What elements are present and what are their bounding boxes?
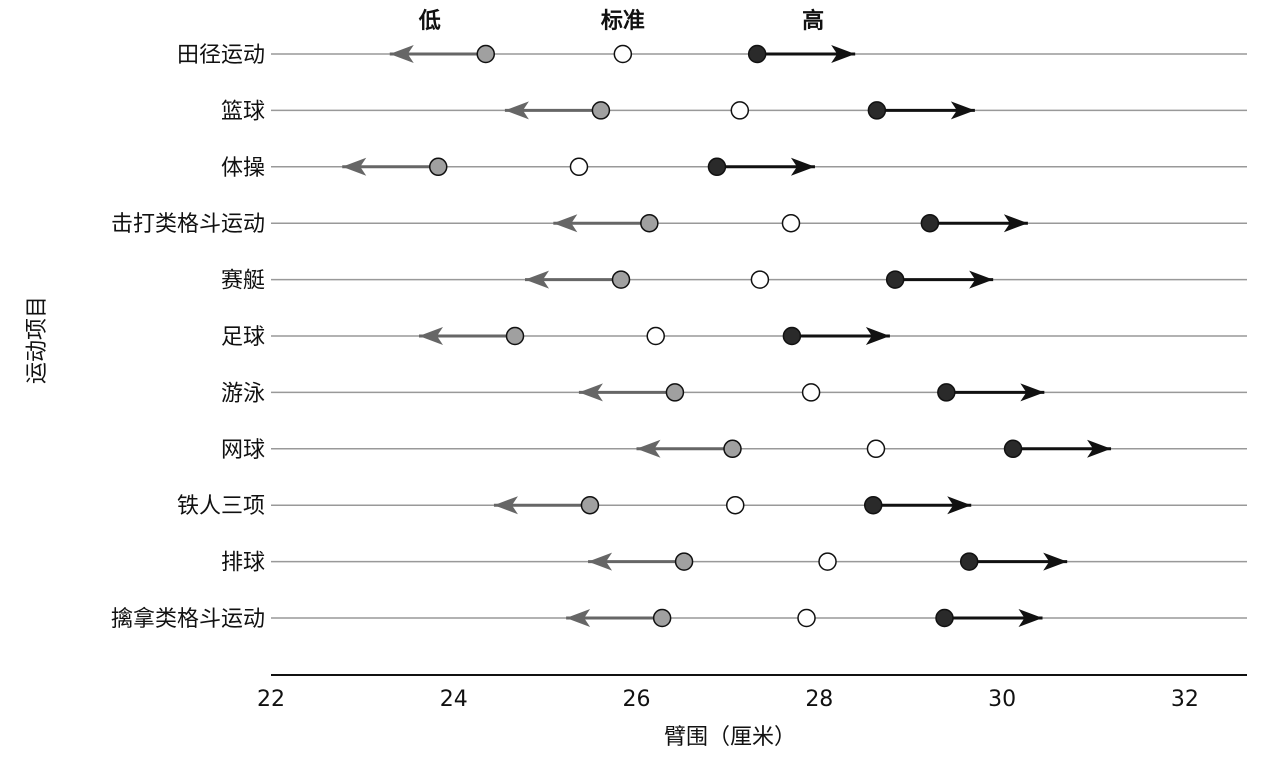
arrow-head — [419, 327, 443, 345]
dot — [747, 44, 767, 64]
category-label: 游泳 — [221, 381, 265, 406]
y-axis-label: 运动项目 — [25, 296, 50, 384]
legend-label: 高 — [802, 8, 824, 34]
arrow-head — [342, 157, 367, 176]
dot — [640, 213, 659, 233]
dot — [818, 552, 837, 571]
dot — [580, 495, 600, 515]
legend-label: 标准 — [601, 8, 645, 34]
dot — [781, 213, 801, 233]
arrow-head — [566, 609, 591, 627]
dot — [782, 326, 802, 346]
dot — [723, 439, 742, 459]
x-tick-label: 28 — [805, 687, 833, 712]
arrow-head — [1043, 552, 1068, 571]
dot — [646, 326, 665, 346]
x-tick-label: 30 — [988, 687, 1016, 712]
dot — [885, 270, 905, 289]
arrow-head — [493, 496, 518, 515]
category-label: 足球 — [221, 325, 265, 350]
category-label: 铁人三项 — [177, 494, 265, 519]
dot — [591, 101, 611, 120]
dot — [652, 608, 672, 628]
dot — [428, 157, 448, 177]
category-label: 篮球 — [221, 99, 265, 124]
arrow-head — [865, 327, 890, 345]
dot — [1003, 439, 1023, 459]
dot — [674, 552, 694, 571]
dot — [707, 157, 727, 177]
x-tick-label: 22 — [257, 687, 285, 712]
category-label: 赛艇 — [221, 269, 265, 294]
arrow-head — [578, 383, 603, 402]
arrow-head — [790, 157, 815, 176]
x-tick-label: 26 — [623, 687, 651, 712]
arrow-head — [504, 101, 529, 120]
arrow-head — [947, 496, 972, 515]
arrow-head — [636, 439, 661, 458]
dot — [797, 608, 816, 628]
category-label: 排球 — [221, 551, 265, 576]
category-label: 网球 — [221, 438, 265, 463]
arrow-head — [950, 101, 975, 120]
dot — [725, 495, 745, 515]
arrow-head — [525, 270, 550, 289]
x-tick-label: 24 — [440, 687, 468, 712]
x-axis-label: 臂围（厘米） — [664, 725, 796, 750]
arrow-head — [969, 270, 994, 289]
category-label: 田径运动 — [177, 43, 265, 68]
dot — [611, 270, 631, 289]
arrow-head — [553, 214, 578, 233]
dot — [959, 552, 979, 571]
arrow-head — [1020, 383, 1045, 402]
legend-label: 低 — [418, 9, 441, 34]
dot — [569, 157, 589, 177]
arrow-head — [1087, 439, 1112, 458]
arrow-head — [1018, 609, 1043, 627]
category-label: 体操 — [221, 156, 265, 181]
dot — [863, 495, 883, 515]
dot — [867, 101, 887, 120]
x-tick-label: 32 — [1171, 687, 1199, 712]
dot — [505, 326, 525, 346]
category-label: 擒拿类格斗运动 — [111, 606, 265, 632]
arrow-head — [389, 45, 414, 63]
dot — [476, 44, 496, 64]
arrow-head — [588, 552, 613, 571]
dot — [613, 44, 633, 64]
dot — [730, 101, 750, 120]
dot — [665, 383, 685, 402]
arrow-head — [831, 45, 856, 63]
dot — [750, 270, 770, 289]
dot — [801, 383, 821, 402]
dot — [920, 213, 940, 233]
dot — [866, 439, 886, 459]
dot — [935, 608, 954, 628]
category-label: 击打类格斗运动 — [111, 212, 265, 237]
dot — [937, 383, 956, 402]
arrow-head — [1003, 214, 1028, 233]
